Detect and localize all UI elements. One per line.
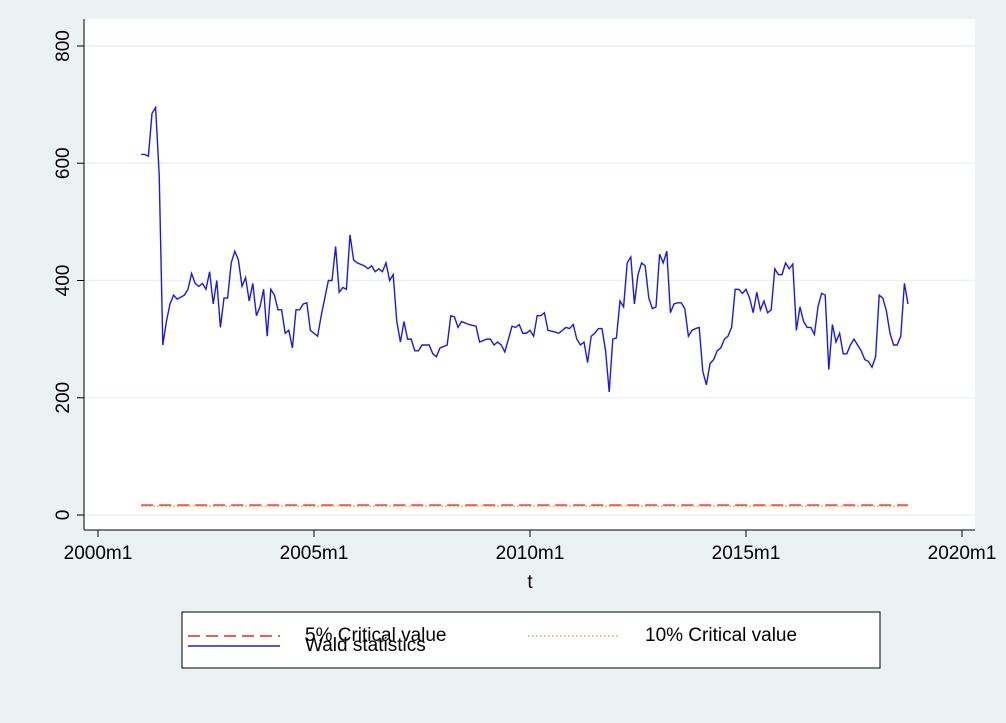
x-tick-label: 2005m1	[280, 543, 349, 564]
x-tick-label: 2000m1	[64, 543, 133, 564]
x-tick-label: 2010m1	[496, 543, 565, 564]
legend-label: Wald statistics	[305, 635, 426, 656]
x-tick-label: 2015m1	[712, 543, 781, 564]
legend-label: 5% Critical value	[305, 625, 447, 646]
legend-label: 10% Critical value	[645, 625, 797, 646]
y-tick-label: 600	[53, 147, 74, 179]
y-tick-label: 0	[53, 510, 74, 521]
legend	[181, 611, 881, 669]
series-line	[141, 105, 909, 392]
y-tick-label: 800	[53, 30, 74, 62]
y-tick-label: 400	[53, 265, 74, 297]
x-axis-title: t	[527, 572, 533, 593]
x-tick-label: 2020m1	[928, 543, 997, 564]
plot-area	[84, 19, 975, 530]
y-tick-label: 200	[53, 382, 74, 414]
